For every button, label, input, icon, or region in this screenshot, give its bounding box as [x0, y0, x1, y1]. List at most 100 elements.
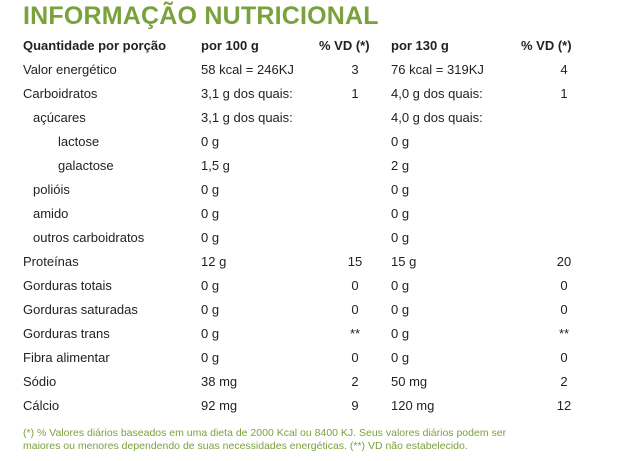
- vd-per-130g: 4: [560, 62, 568, 77]
- vd-per-100g: 15: [347, 254, 363, 269]
- value-per-130g: 0 g: [391, 350, 410, 365]
- footnote: (*) % Valores diários baseados em uma di…: [23, 427, 603, 453]
- vd-per-100g: 0: [351, 350, 359, 365]
- value-per-130g: 120 mg: [391, 398, 435, 413]
- vd-per-100g: 2: [351, 374, 359, 389]
- table-row: Gorduras trans 0 g ** 0 g **: [23, 322, 607, 346]
- vd-per-130g: [521, 106, 607, 130]
- vd-per-130g: 0: [560, 302, 568, 317]
- value-per-100g: 92 mg: [201, 398, 238, 413]
- vd-per-130g: 1: [560, 86, 568, 101]
- vd-per-100g: [319, 154, 391, 178]
- vd-per-130g: [521, 130, 607, 154]
- nutrient-name: Valor energético: [23, 62, 117, 77]
- nutrition-table: Quantidade por porção por 100 g % VD (*)…: [23, 34, 607, 418]
- nutrient-name: Gorduras trans: [23, 326, 110, 341]
- nutrient-name: lactose: [58, 134, 100, 149]
- table-row: açúcares 3,1 g dos quais: 4,0 g dos quais:: [23, 106, 607, 130]
- value-per-100g: 0 g: [201, 350, 220, 365]
- vd-per-100g: [319, 178, 391, 202]
- value-per-130g: 0 g: [391, 278, 410, 293]
- vd-per-130g: [521, 202, 607, 226]
- table-body: Valor energético 58 kcal = 246KJ 3 76 kcal …: [23, 58, 607, 418]
- value-per-130g: 0 g: [391, 182, 410, 197]
- vd-per-100g: [319, 202, 391, 226]
- table-row: Gorduras saturadas 0 g 0 0 g 0: [23, 298, 607, 322]
- vd-per-130g: 20: [556, 254, 572, 269]
- vd-per-100g: 3: [351, 62, 359, 77]
- vd-per-130g: 2: [560, 374, 568, 389]
- value-per-130g: 0 g: [391, 326, 410, 341]
- vd-per-100g: **: [349, 326, 361, 341]
- table-row: polióis 0 g 0 g: [23, 178, 607, 202]
- vd-per-100g: 0: [351, 278, 359, 293]
- vd-per-100g: 1: [351, 86, 359, 101]
- footnote-line-1: (*) % Valores diários baseados em uma di…: [23, 427, 507, 439]
- value-per-100g: 0 g: [201, 182, 220, 197]
- vd-per-130g: 12: [556, 398, 572, 413]
- header-per-100g: por 100 g: [201, 38, 259, 53]
- value-per-100g: 38 mg: [201, 374, 238, 389]
- table-row: Cálcio 92 mg 9 120 mg 12: [23, 394, 607, 418]
- vd-per-130g: [521, 154, 607, 178]
- nutrient-name: Carboidratos: [23, 86, 98, 101]
- footnote-line-2: maiores ou menores dependendo de suas ne…: [23, 440, 468, 452]
- value-per-130g: 76 kcal = 319KJ: [391, 62, 484, 77]
- value-per-130g: 0 g: [391, 230, 410, 245]
- value-per-130g: 4,0 g dos quais:: [391, 86, 483, 101]
- table-row: Gorduras totais 0 g 0 0 g 0: [23, 274, 607, 298]
- vd-per-130g: 0: [560, 350, 568, 365]
- value-per-130g: 0 g: [391, 302, 410, 317]
- nutrient-name: Sódio: [23, 374, 57, 389]
- vd-per-130g: [521, 178, 607, 202]
- table-row: galactose 1,5 g 2 g: [23, 154, 607, 178]
- value-per-100g: 1,5 g: [201, 158, 230, 173]
- table-row: Proteínas 12 g 15 15 g 20: [23, 250, 607, 274]
- value-per-100g: 0 g: [201, 134, 220, 149]
- nutrient-name: Fibra alimentar: [23, 350, 110, 365]
- nutrient-name: Gorduras totais: [23, 278, 112, 293]
- header-per-130g: por 130 g: [391, 38, 449, 53]
- vd-per-100g: 0: [351, 302, 359, 317]
- table-row: outros carboidratos 0 g 0 g: [23, 226, 607, 250]
- header-vd-100g: % VD (*): [319, 38, 370, 53]
- nutrient-name: polióis: [33, 182, 70, 197]
- value-per-100g: 0 g: [201, 278, 220, 293]
- table-row: Carboidratos 3,1 g dos quais: 1 4,0 g dos q…: [23, 82, 607, 106]
- nutrient-name: galactose: [58, 158, 114, 173]
- vd-per-100g: 9: [351, 398, 359, 413]
- vd-per-130g: **: [558, 326, 570, 341]
- value-per-130g: 50 mg: [391, 374, 428, 389]
- table-row: Valor energético 58 kcal = 246KJ 3 76 kcal …: [23, 58, 607, 82]
- value-per-100g: 58 kcal = 246KJ: [201, 62, 294, 77]
- header-portion: Quantidade por porção: [23, 38, 167, 53]
- table-row: lactose 0 g 0 g: [23, 130, 607, 154]
- value-per-100g: 12 g: [201, 254, 227, 269]
- value-per-100g: 3,1 g dos quais:: [201, 110, 293, 125]
- vd-per-100g: [319, 130, 391, 154]
- nutrient-name: outros carboidratos: [33, 230, 145, 245]
- value-per-100g: 0 g: [201, 230, 220, 245]
- value-per-130g: 15 g: [391, 254, 417, 269]
- page-title: INFORMAÇÃO NUTRICIONAL: [23, 2, 379, 30]
- vd-per-130g: [521, 226, 607, 250]
- value-per-100g: 0 g: [201, 206, 220, 221]
- value-per-100g: 0 g: [201, 326, 220, 341]
- nutrient-name: Proteínas: [23, 254, 79, 269]
- nutrient-name: Cálcio: [23, 398, 60, 413]
- value-per-130g: 2 g: [391, 158, 410, 173]
- value-per-130g: 0 g: [391, 206, 410, 221]
- header-vd-130g: % VD (*): [521, 38, 572, 53]
- nutrient-name: Gorduras saturadas: [23, 302, 138, 317]
- value-per-130g: 0 g: [391, 134, 410, 149]
- table-row: Sódio 38 mg 2 50 mg 2: [23, 370, 607, 394]
- vd-per-100g: [319, 226, 391, 250]
- value-per-130g: 4,0 g dos quais:: [391, 110, 483, 125]
- value-per-100g: 0 g: [201, 302, 220, 317]
- vd-per-130g: 0: [560, 278, 568, 293]
- nutrient-name: açúcares: [33, 110, 86, 125]
- value-per-100g: 3,1 g dos quais:: [201, 86, 293, 101]
- table-header-row: Quantidade por porção por 100 g % VD (*)…: [23, 34, 607, 58]
- vd-per-100g: [319, 106, 391, 130]
- table-row: amido 0 g 0 g: [23, 202, 607, 226]
